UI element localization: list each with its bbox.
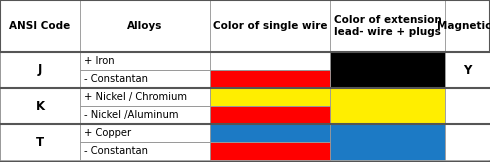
Text: + Copper: + Copper — [84, 128, 131, 138]
Bar — [80, 70, 210, 88]
Bar — [80, 124, 210, 142]
Bar — [330, 52, 445, 88]
Bar — [445, 52, 490, 88]
Bar — [445, 88, 490, 124]
Bar — [0, 124, 80, 160]
Text: - Nickel /Aluminum: - Nickel /Aluminum — [84, 110, 178, 120]
Text: - Constantan: - Constantan — [84, 146, 148, 156]
Bar — [210, 142, 330, 160]
Bar — [80, 142, 210, 160]
Text: - Constantan: - Constantan — [84, 74, 148, 84]
Text: + Nickel / Chromium: + Nickel / Chromium — [84, 92, 187, 102]
Bar — [330, 124, 445, 160]
Text: Magnetic?: Magnetic? — [437, 21, 490, 31]
Bar — [210, 0, 330, 52]
Bar — [330, 88, 445, 124]
Bar — [80, 0, 210, 52]
Bar — [0, 88, 80, 124]
Text: Color of extension
lead- wire + plugs: Color of extension lead- wire + plugs — [334, 15, 441, 37]
Bar — [0, 52, 80, 88]
Bar — [210, 52, 330, 70]
Bar — [80, 52, 210, 70]
Bar — [80, 106, 210, 124]
Text: Alloys: Alloys — [127, 21, 163, 31]
Bar — [0, 0, 80, 52]
Text: + Iron: + Iron — [84, 56, 115, 66]
Text: Color of single wire: Color of single wire — [213, 21, 327, 31]
Text: K: K — [35, 99, 45, 112]
Bar — [210, 88, 330, 106]
Bar — [80, 88, 210, 106]
Bar — [330, 0, 445, 52]
Bar — [210, 106, 330, 124]
Bar — [210, 70, 330, 88]
Text: T: T — [36, 135, 44, 149]
Text: ANSI Code: ANSI Code — [9, 21, 71, 31]
Text: J: J — [38, 64, 42, 76]
Bar — [445, 124, 490, 160]
Bar — [210, 124, 330, 142]
Text: Y: Y — [464, 64, 472, 76]
Bar — [445, 0, 490, 52]
